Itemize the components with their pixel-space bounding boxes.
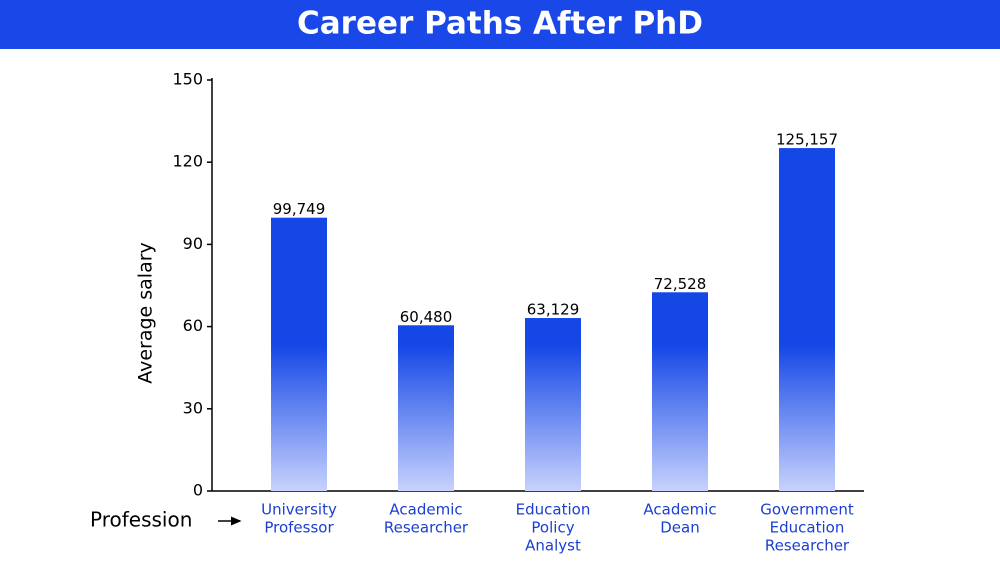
title-bar — [0, 0, 1000, 49]
y-axis-label: Average salary — [135, 242, 157, 384]
value-label: 99,749 — [273, 200, 326, 218]
value-label: 72,528 — [654, 275, 707, 293]
y-tick-label: 90 — [183, 234, 203, 253]
y-tick-label: 30 — [183, 398, 203, 417]
y-tick-label: 150 — [172, 70, 203, 89]
y-tick-label: 0 — [193, 481, 203, 500]
x-tick-label: Researcher — [765, 537, 850, 555]
bar — [398, 325, 454, 491]
x-tick-label: Academic — [643, 501, 716, 519]
value-label: 63,129 — [527, 301, 580, 319]
x-tick-label: Academic — [389, 501, 462, 519]
x-tick-label: Dean — [660, 519, 699, 537]
x-tick-label: Researcher — [384, 519, 469, 537]
x-tick-label: Professor — [264, 519, 334, 537]
value-label: 125,157 — [776, 131, 838, 149]
value-label: 60,480 — [400, 308, 453, 326]
chart-title: Career Paths After PhD — [297, 6, 703, 42]
x-tick-label: Analyst — [525, 537, 581, 555]
x-tick-label: Policy — [531, 519, 574, 537]
bar — [525, 318, 581, 491]
x-tick-label: Education — [516, 501, 591, 519]
bar — [779, 148, 835, 491]
x-axis-label: Profession — [90, 508, 192, 532]
bar — [271, 217, 327, 491]
y-tick-label: 60 — [183, 316, 203, 335]
x-tick-label: Education — [770, 519, 845, 537]
x-tick-label: University — [261, 501, 337, 519]
bar — [652, 292, 708, 491]
y-tick-label: 120 — [172, 152, 203, 171]
x-tick-label: Government — [760, 501, 854, 519]
